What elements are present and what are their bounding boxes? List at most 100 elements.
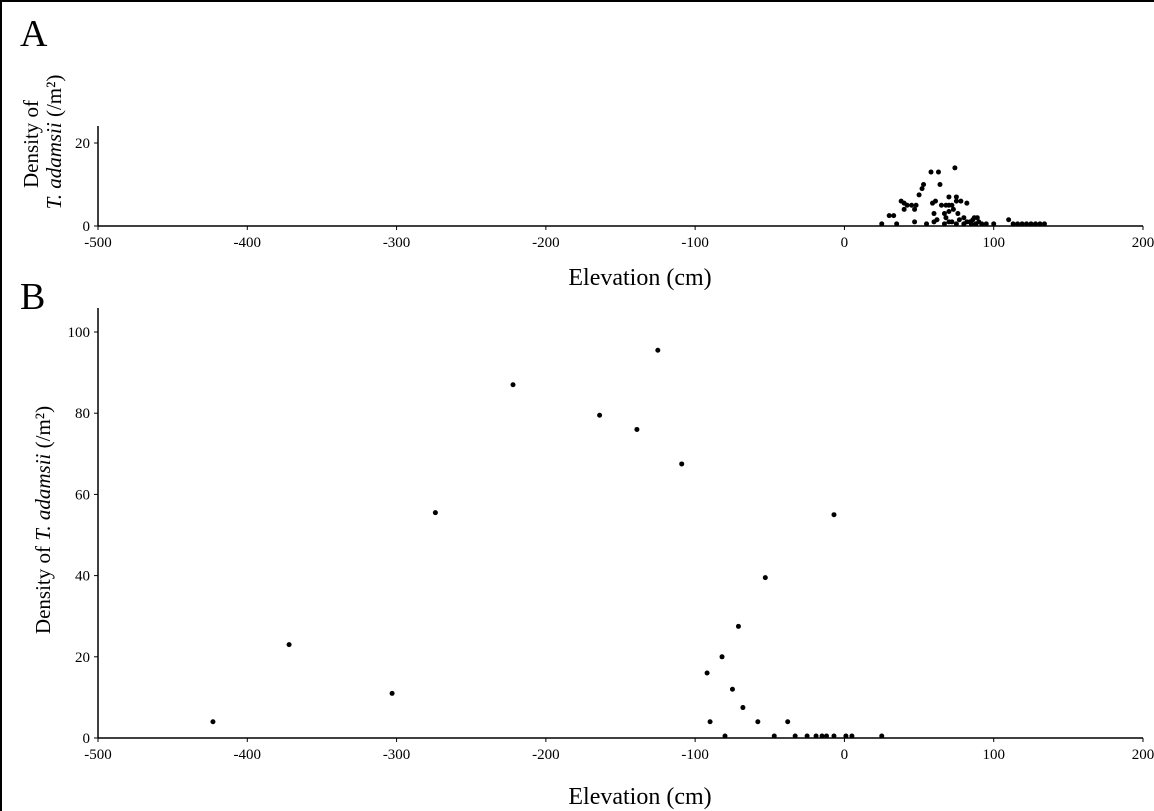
panel-b-data-point xyxy=(879,733,885,739)
panel-b-data-point xyxy=(210,719,216,725)
panel-b-y-tick-label: 40 xyxy=(75,569,90,585)
panel-b-data-point xyxy=(679,461,685,467)
panel-a-x-tick-label: -400 xyxy=(234,235,262,251)
panel-a-data-point xyxy=(1028,221,1034,227)
panel-b-data-point xyxy=(510,382,516,388)
panel-a-data-point xyxy=(949,219,955,225)
panel-b-data-point xyxy=(792,733,798,739)
panel-a-data-point xyxy=(928,169,934,175)
panel-a-data-point xyxy=(991,221,997,227)
panel-a-data-point xyxy=(1010,221,1016,227)
panel-b-x-axis-title: Elevation (cm) xyxy=(568,784,711,810)
panel-b: B Density of T. adamsii (/m²) -500 -400 -3… xyxy=(20,276,1154,810)
panel-b-data-point xyxy=(655,347,661,353)
panel-b-x-tick-label: 0 xyxy=(841,747,849,763)
panel-a-y-tick-label: 0 xyxy=(83,219,91,235)
panel-a-data-point xyxy=(955,211,961,217)
panel-a-data-point xyxy=(913,202,919,208)
panel-b-data-point xyxy=(755,719,761,725)
panel-b-data-point xyxy=(771,733,777,739)
panel-a-x-tick-label: 0 xyxy=(841,235,849,251)
panel-a-data-point xyxy=(946,208,952,214)
panel-a-data-point xyxy=(949,202,955,208)
panel-a-data-point xyxy=(943,215,949,221)
panel-a-data-point xyxy=(941,211,947,217)
panel-a-data-point xyxy=(904,202,910,208)
panel-a-x-tick-label: -200 xyxy=(532,235,560,251)
panel-b-y-axis-title: Density of T. adamsii (/m²) xyxy=(31,406,55,634)
panel-a-data-point xyxy=(912,206,918,212)
panel-a-data-point xyxy=(934,217,940,223)
panel-b-y-tick-label: 100 xyxy=(68,325,91,341)
panel-a-data-point xyxy=(879,221,885,227)
panel-a-data-point xyxy=(953,198,959,204)
panel-a-data-point xyxy=(891,213,897,219)
panel-a-data-point xyxy=(1024,221,1030,227)
panel-a-data-point xyxy=(924,221,930,227)
panel-a-data-point xyxy=(935,169,941,175)
panel-a-x-tick-label: -500 xyxy=(84,235,112,251)
panel-a-data-point xyxy=(1037,221,1043,227)
panel-b-data-point xyxy=(389,690,395,696)
panel-a-data-point xyxy=(956,217,962,223)
panel-a-data-point xyxy=(979,221,985,227)
panel-b-data-point xyxy=(824,733,830,739)
panel-b-data-point xyxy=(849,733,855,739)
panel-a-data-point xyxy=(932,198,938,204)
panel-b-x-tick-label: -100 xyxy=(681,747,709,763)
panel-a-data-point xyxy=(953,194,959,200)
panel-a: A Density of T. adamsii (/m²) -500 -400 -3… xyxy=(19,13,1154,291)
panel-b-y-ticks: 0 20 40 60 80 100 xyxy=(68,325,98,747)
panel-b-data-point xyxy=(831,733,837,739)
panel-a-data-point xyxy=(894,221,900,227)
panel-a-data-point xyxy=(961,215,967,221)
panel-b-data-point xyxy=(722,733,728,739)
panel-b-data-point xyxy=(813,733,819,739)
panel-b-x-tick-label: -200 xyxy=(532,747,560,763)
panel-a-data-point xyxy=(1015,221,1021,227)
panel-a-x-axis-title: Elevation (cm) xyxy=(568,265,711,291)
panel-b-x-tick-label: -400 xyxy=(234,747,262,763)
panel-b-x-ticks: -500 -400 -300 -200 -100 0 100 200 xyxy=(84,738,1154,763)
panel-a-data-point xyxy=(983,221,989,227)
panel-b-y-tick-label: 0 xyxy=(83,731,91,747)
panel-a-data-point xyxy=(1019,221,1025,227)
panel-b-x-tick-label: 100 xyxy=(982,747,1005,763)
panel-b-y-tick-label: 60 xyxy=(75,487,90,503)
panel-a-data-point xyxy=(886,213,892,219)
panel-b-data-point xyxy=(762,575,768,581)
panel-b-data-point xyxy=(729,686,735,692)
panel-b-data-point xyxy=(735,623,741,629)
panel-b-data-point xyxy=(785,719,791,725)
panel-a-y-axis-title-line1: Density of xyxy=(19,100,43,188)
panel-b-data-point xyxy=(831,512,837,518)
panel-a-y-tick-label: 20 xyxy=(75,136,90,152)
panel-b-letter: B xyxy=(20,276,45,318)
panel-a-x-tick-label: -300 xyxy=(383,235,411,251)
panel-a-y-ticks: 0 20 xyxy=(75,136,98,235)
panel-a-data-point xyxy=(952,165,958,171)
panel-a-data-point xyxy=(901,206,907,212)
panel-b-data-point xyxy=(804,733,810,739)
panel-a-y-axis-title-species: T. adamsii xyxy=(42,122,66,209)
panel-a-y-axis-title-unit: (/m²) xyxy=(42,75,66,123)
panel-b-y-tick-label: 80 xyxy=(75,406,90,422)
panel-b-data-point xyxy=(707,719,713,725)
panel-a-data-point xyxy=(1041,221,1047,227)
panel-a-data-point xyxy=(953,221,959,227)
panel-a-data-point xyxy=(919,186,925,192)
panel-b-data-point xyxy=(719,654,725,660)
panel-b-data-point xyxy=(286,642,292,648)
panel-a-data-point xyxy=(938,202,944,208)
panel-b-data-point xyxy=(740,705,746,711)
panel-b-data-point xyxy=(843,733,849,739)
panel-b-y-axis-title-unit: (/m²) xyxy=(31,406,55,454)
panel-a-data-point xyxy=(964,200,970,206)
panel-b-data-point xyxy=(597,412,603,418)
panel-a-data-point xyxy=(921,182,927,187)
panel-a-y-axis-title: Density of T. adamsii (/m²) xyxy=(19,75,66,210)
panel-a-data-point xyxy=(937,182,943,187)
panel-a-data-point xyxy=(909,202,915,208)
panel-a-data-point xyxy=(974,215,980,221)
